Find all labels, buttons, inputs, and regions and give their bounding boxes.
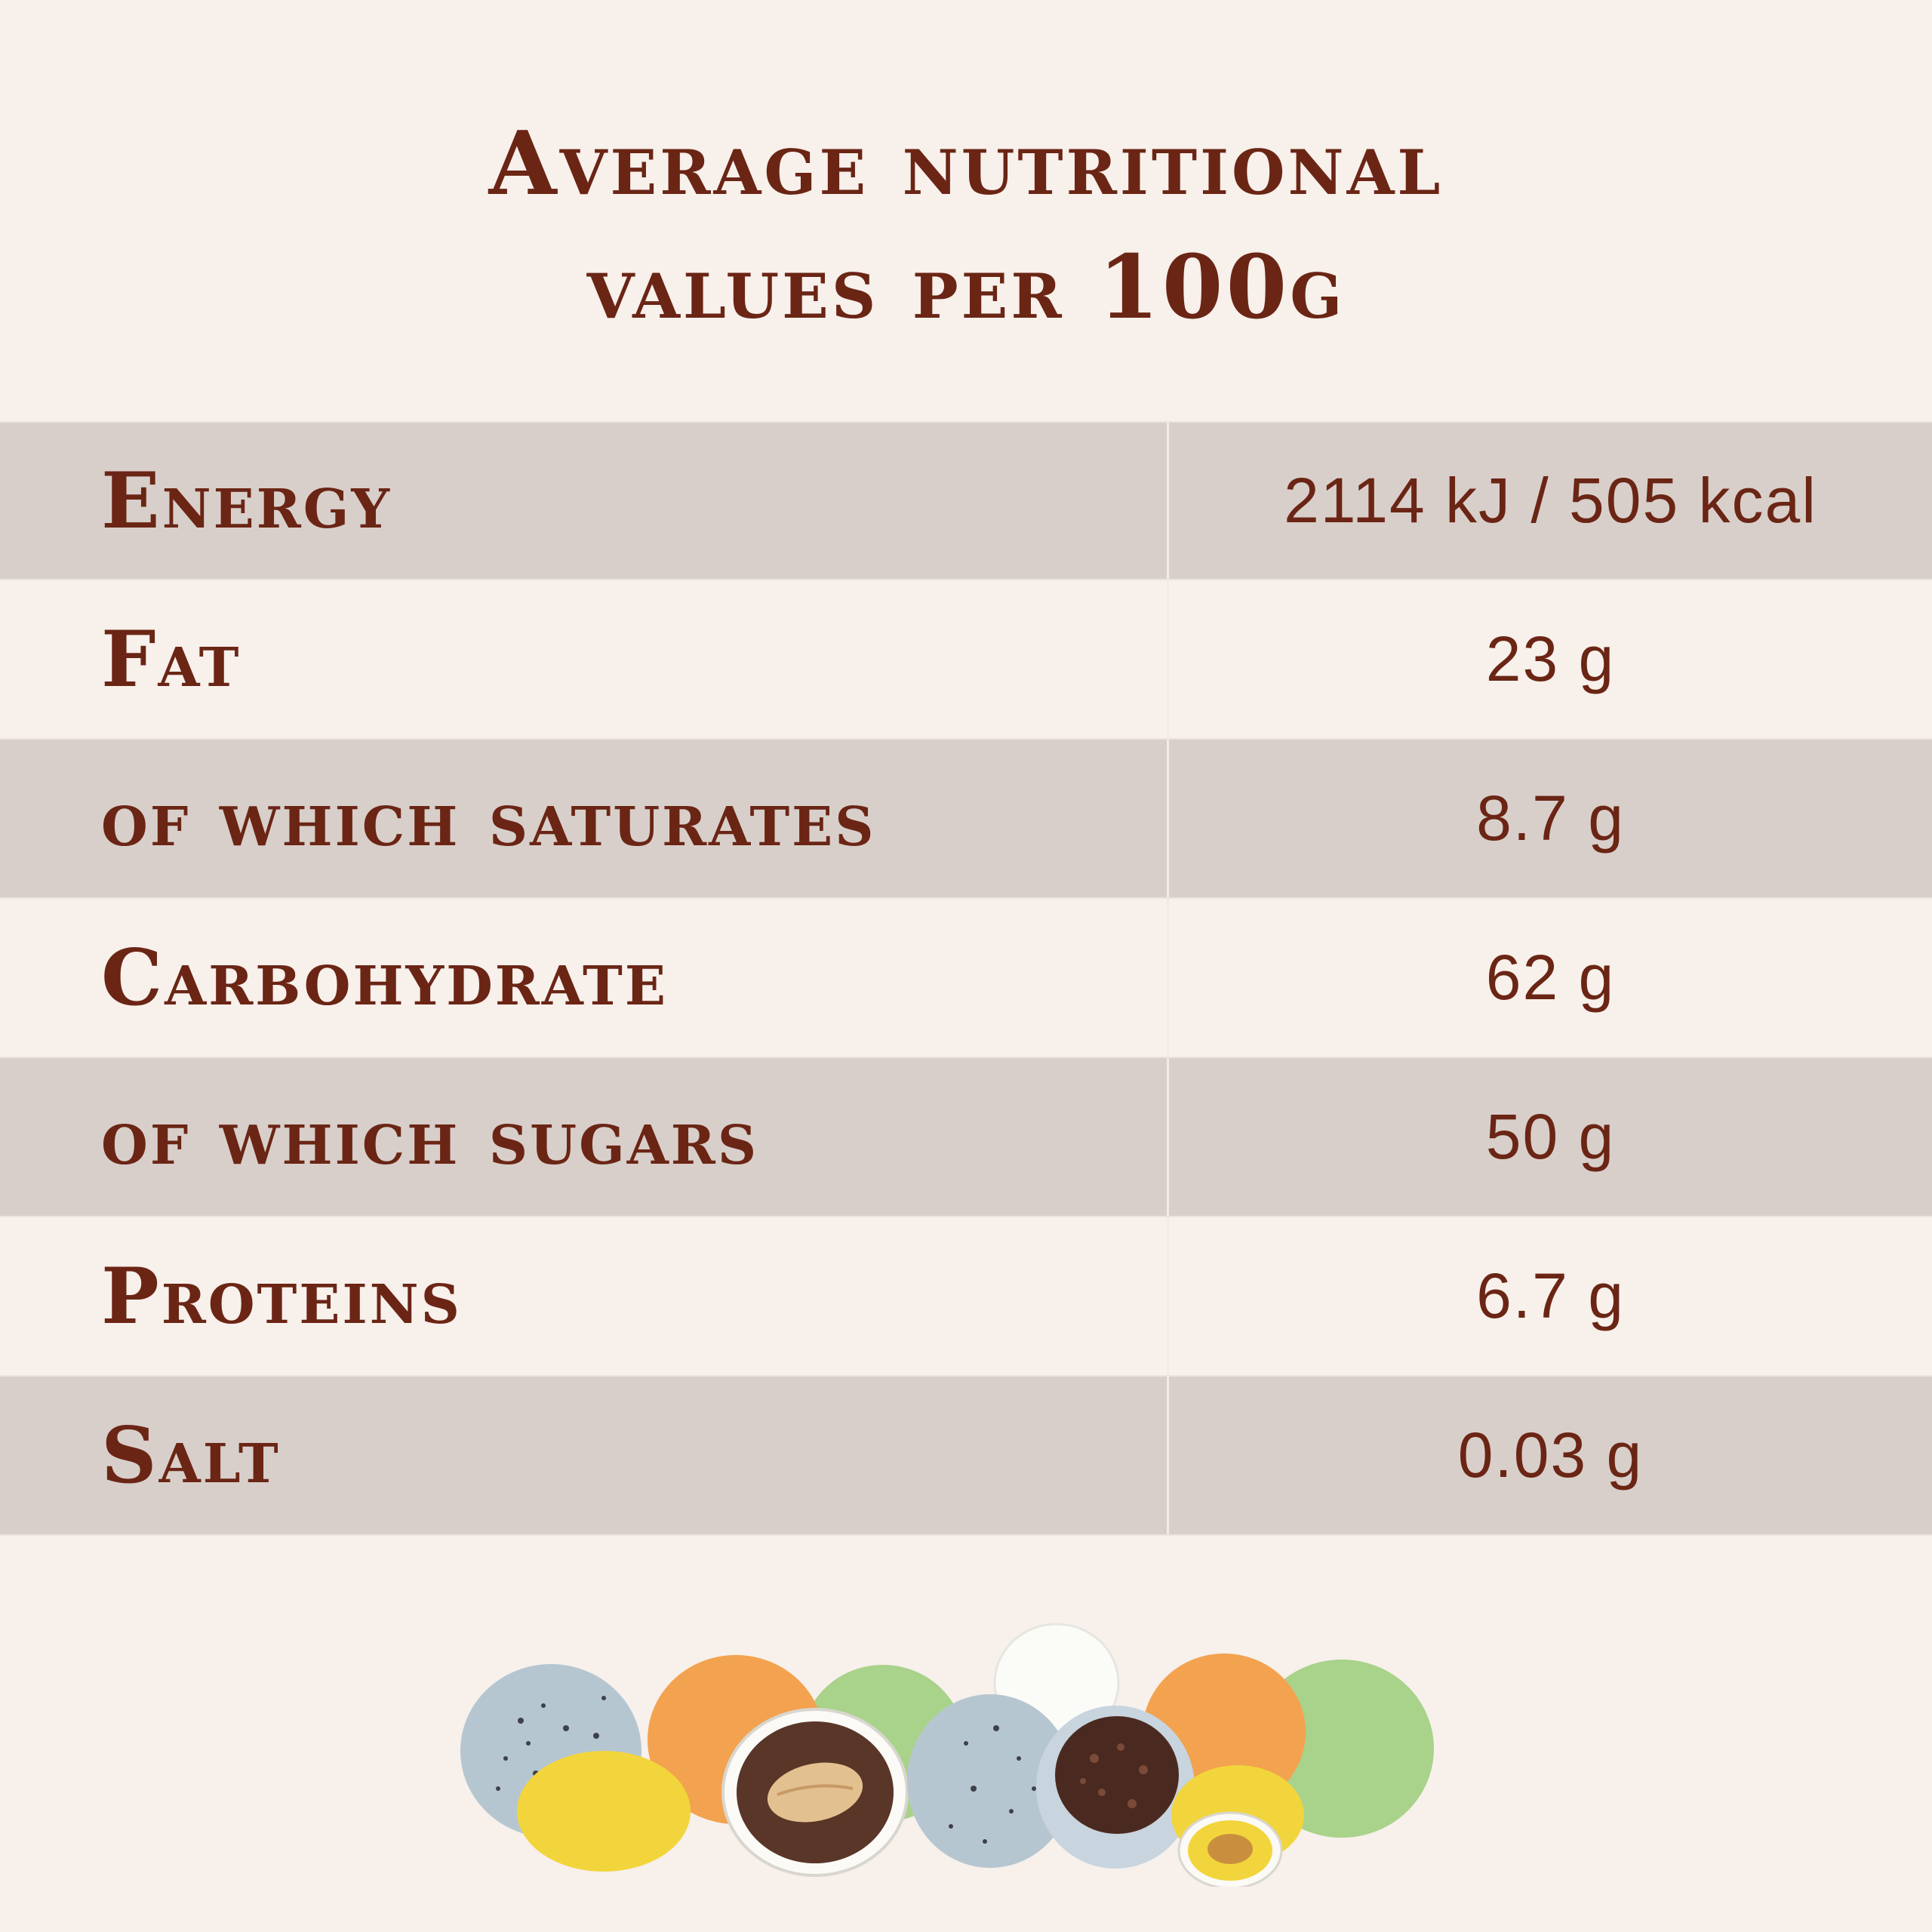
table-row-proteins: Proteins 6.7 g (0, 1217, 1932, 1377)
column-divider (1167, 1377, 1169, 1534)
row-value: 50 g (1485, 1101, 1616, 1172)
table-row-sugars: of which sugars 50 g (0, 1058, 1932, 1217)
row-value: 0.03 g (1457, 1420, 1644, 1491)
title-line-1: Average nutritional (488, 112, 1444, 215)
nutrition-table: Energy 2114 kJ / 505 kcal Fat 23 g of wh… (0, 421, 1932, 1536)
row-label: Carbohydrate (101, 932, 668, 1023)
table-row-energy: Energy 2114 kJ / 505 kcal (0, 421, 1932, 580)
column-divider (1167, 1217, 1169, 1375)
title-line-2: values per 100g (586, 236, 1346, 339)
column-divider (1167, 423, 1169, 579)
row-label: Salt (101, 1410, 281, 1501)
page-title: Average nutritional values per 100g (0, 102, 1932, 349)
row-value: 2114 kJ / 505 kcal (1284, 465, 1817, 536)
column-divider (1167, 580, 1169, 738)
row-value: 23 g (1485, 623, 1616, 694)
table-row-salt: Salt 0.03 g (0, 1377, 1932, 1536)
sugared-almonds-illustration-icon (453, 1600, 1479, 1890)
row-label: of which sugars (101, 1091, 759, 1183)
table-row-carbohydrate: Carbohydrate 62 g (0, 899, 1932, 1058)
table-row-saturates: of which saturates 8.7 g (0, 740, 1932, 899)
table-row-fat: Fat 23 g (0, 580, 1932, 740)
row-value: 62 g (1485, 942, 1616, 1013)
row-label: Fat (101, 614, 242, 705)
row-value: 8.7 g (1476, 783, 1625, 854)
column-divider (1167, 740, 1169, 897)
row-label: Energy (101, 455, 392, 546)
column-divider (1167, 1058, 1169, 1216)
row-label: Proteins (101, 1251, 462, 1342)
row-label: of which saturates (101, 773, 876, 864)
column-divider (1167, 899, 1169, 1057)
row-value: 6.7 g (1476, 1260, 1625, 1331)
